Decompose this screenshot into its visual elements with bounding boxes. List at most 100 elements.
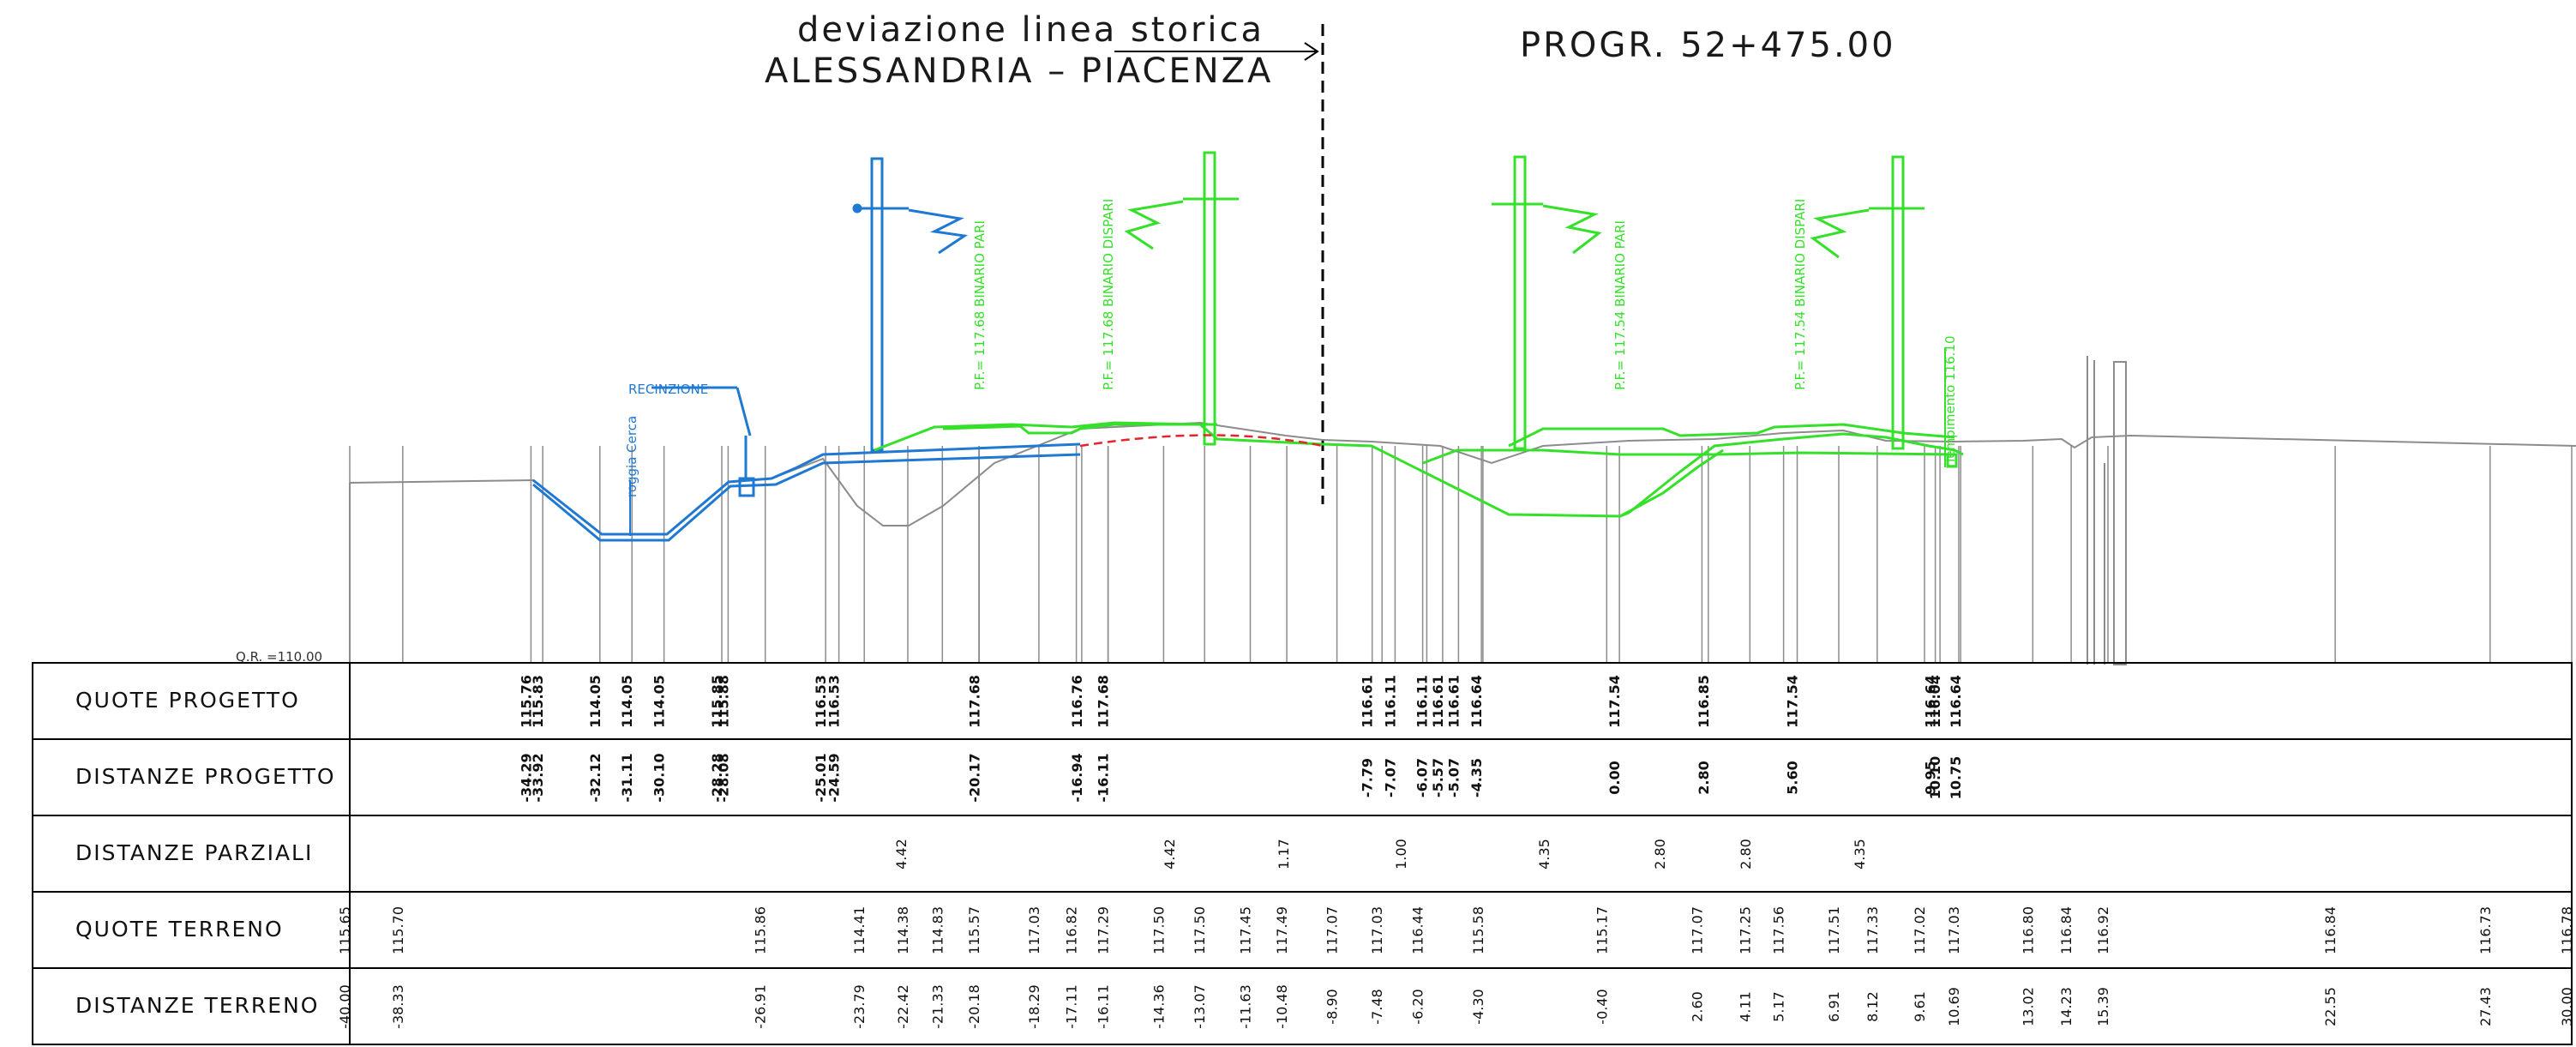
- distanze-progetto-value: -5.07: [1445, 758, 1462, 797]
- quote-progetto-value: 117.68: [1096, 675, 1112, 728]
- quote-progetto-value: 115.83: [530, 675, 546, 728]
- distanze-parziali-value: 1.17: [1276, 839, 1292, 869]
- right-features: [2087, 356, 2127, 665]
- distanze-parziali-value: 2.80: [1738, 839, 1754, 869]
- distanze-progetto-value: -5.57: [1430, 758, 1446, 797]
- distanze-progetto-value: 10.75: [1948, 756, 1964, 800]
- quote-terreno-value: 117.03: [1946, 906, 1962, 954]
- quote-progetto-value: 117.54: [1785, 675, 1801, 728]
- distanze-progetto-value: -28.28: [709, 753, 725, 802]
- quote-terreno-value: 117.33: [1864, 906, 1881, 954]
- distanze-terreno-value: -0.40: [1594, 989, 1610, 1024]
- distanze-progetto-value: -7.07: [1382, 758, 1398, 797]
- distanze-progetto-value: -32.12: [587, 753, 603, 802]
- distanze-terreno-value: -17.11: [1064, 984, 1080, 1029]
- quote-terreno-value: 117.29: [1096, 906, 1112, 954]
- distanze-terreno-value: -18.29: [1026, 984, 1042, 1029]
- progressiva-label: PROGR. 52+475.00: [1520, 26, 1896, 65]
- quote-terreno-value: 117.50: [1150, 906, 1167, 954]
- distanze-terreno-value: 14.23: [2058, 987, 2075, 1026]
- distanze-terreno-value: -22.42: [895, 984, 911, 1029]
- quote-terreno-value: 115.58: [1470, 906, 1486, 954]
- quote-terreno-value: 117.25: [1737, 906, 1753, 954]
- quote-progetto-value: 115.76: [518, 675, 534, 728]
- quote-terreno-value: 117.02: [1912, 906, 1928, 954]
- distanze-progetto-value: 5.60: [1785, 761, 1801, 794]
- distanze-terreno-value: 15.39: [2095, 987, 2111, 1026]
- quote-terreno-value: 117.03: [1026, 906, 1042, 954]
- quote-terreno-value: 114.41: [851, 906, 868, 954]
- row-quote-terreno-values: 115.65 115.70 115.86 114.41 114.38 114.83 115.…: [337, 906, 2575, 954]
- distanze-progetto-value: -16.11: [1096, 753, 1112, 802]
- distanze-terreno-value: 30.00: [2559, 987, 2575, 1026]
- distanze-progetto-value: -16.94: [1069, 753, 1085, 802]
- quote-terreno-value: 115.86: [753, 906, 769, 954]
- quote-terreno-value: 117.07: [1689, 906, 1705, 954]
- distanze-terreno-value: -14.36: [1150, 984, 1167, 1029]
- distanze-terreno-value: 8.12: [1864, 991, 1881, 1022]
- quote-progetto-value: 116.76: [1069, 675, 1085, 728]
- distanze-progetto-value: -6.07: [1414, 758, 1430, 797]
- quote-progetto-value: 115.88: [715, 675, 731, 728]
- row-distanze-parziali-values: 4.42 4.42 1.17 1.00 4.35 2.80 2.80 4.35: [893, 839, 1868, 869]
- quote-progetto-value: 116.85: [1696, 675, 1712, 728]
- quote-terreno-value: 115.17: [1594, 906, 1610, 954]
- quote-progetto-value: 116.04: [1927, 675, 1943, 728]
- quote-progetto-value: 114.05: [619, 675, 635, 728]
- quote-terreno-value: 116.92: [2095, 906, 2111, 954]
- distanze-progetto-value: 0.00: [1606, 761, 1623, 794]
- quote-terreno-value: 117.45: [1238, 906, 1254, 954]
- row-label-quote-terreno: QUOTE TERRENO: [75, 917, 284, 942]
- distanze-terreno-value: -6.20: [1410, 989, 1426, 1024]
- quote-progetto-value: 116.64: [1468, 675, 1485, 728]
- row-label-quote-progetto: QUOTE PROGETTO: [75, 688, 300, 713]
- quote-progetto-value: 117.54: [1606, 675, 1623, 728]
- distanze-terreno-value: 5.17: [1771, 991, 1787, 1022]
- quote-progetto-value: 116.11: [1414, 675, 1430, 728]
- distanze-terreno-value: -38.33: [390, 984, 406, 1029]
- distanze-terreno-value: 6.91: [1826, 991, 1842, 1022]
- distanze-progetto-value: -25.01: [813, 753, 829, 802]
- distanze-terreno-value: -23.79: [851, 984, 868, 1029]
- quote-progetto-value: 116.64: [1923, 675, 1939, 728]
- quote-terreno-value: 115.70: [390, 906, 406, 954]
- row-label-distanze-terreno: DISTANZE TERRENO: [75, 993, 320, 1018]
- distanze-progetto-value: 2.80: [1696, 761, 1712, 794]
- ground-profile: [349, 421, 2576, 663]
- roggia-label: roggia Cerca: [624, 416, 639, 497]
- quote-terreno-value: 116.84: [2322, 906, 2339, 954]
- distanze-parziali-value: 4.42: [893, 839, 910, 869]
- row-label-distanze-progetto: DISTANZE PROGETTO: [75, 764, 336, 789]
- distanze-terreno-value: 10.69: [1946, 987, 1962, 1026]
- riempimento-label: riempimento 116.10: [1943, 335, 1958, 467]
- distanze-progetto-value: -33.92: [530, 753, 546, 802]
- quote-progetto-value: 116.61: [1360, 675, 1376, 728]
- quote-terreno-value: 116.80: [2020, 906, 2036, 954]
- pf-pari-right-label: P.F.= 117.54 BINARIO PARI: [1612, 220, 1628, 390]
- quote-terreno-value: 115.57: [966, 906, 982, 954]
- distanze-terreno-value: -21.33: [929, 984, 946, 1029]
- quote-progetto-value: 116.53: [813, 675, 829, 728]
- track-axis-curve: [1079, 434, 1324, 448]
- quote-terreno-value: 116.82: [1064, 906, 1080, 954]
- distanze-terreno-value: 2.60: [1689, 991, 1705, 1022]
- distanze-terreno-value: 27.43: [2477, 987, 2494, 1026]
- title-arrow: [1114, 42, 1319, 61]
- quote-progetto-value: 114.05: [652, 675, 668, 728]
- quote-terreno-value: 114.83: [929, 906, 946, 954]
- data-table-frame: [32, 662, 2573, 1045]
- distanze-parziali-value: 1.00: [1393, 839, 1409, 869]
- distanze-progetto-value: -24.59: [826, 753, 843, 802]
- quote-progetto-value: 114.05: [587, 675, 603, 728]
- distanze-terreno-value: 13.02: [2020, 987, 2036, 1026]
- quote-terreno-value: 115.65: [337, 906, 353, 954]
- distanze-parziali-value: 2.80: [1652, 839, 1668, 869]
- distanze-terreno-value: -13.07: [1192, 984, 1208, 1029]
- drawing-labels: RECINZIONE roggia Cerca P.F.= 117.68 BIN…: [624, 199, 1958, 497]
- quote-progetto-value: 115.85: [709, 675, 725, 728]
- distanze-terreno-value: -10.48: [1274, 984, 1290, 1029]
- distanze-parziali-value: 4.42: [1162, 839, 1178, 869]
- distanze-terreno-value: -8.90: [1324, 989, 1341, 1024]
